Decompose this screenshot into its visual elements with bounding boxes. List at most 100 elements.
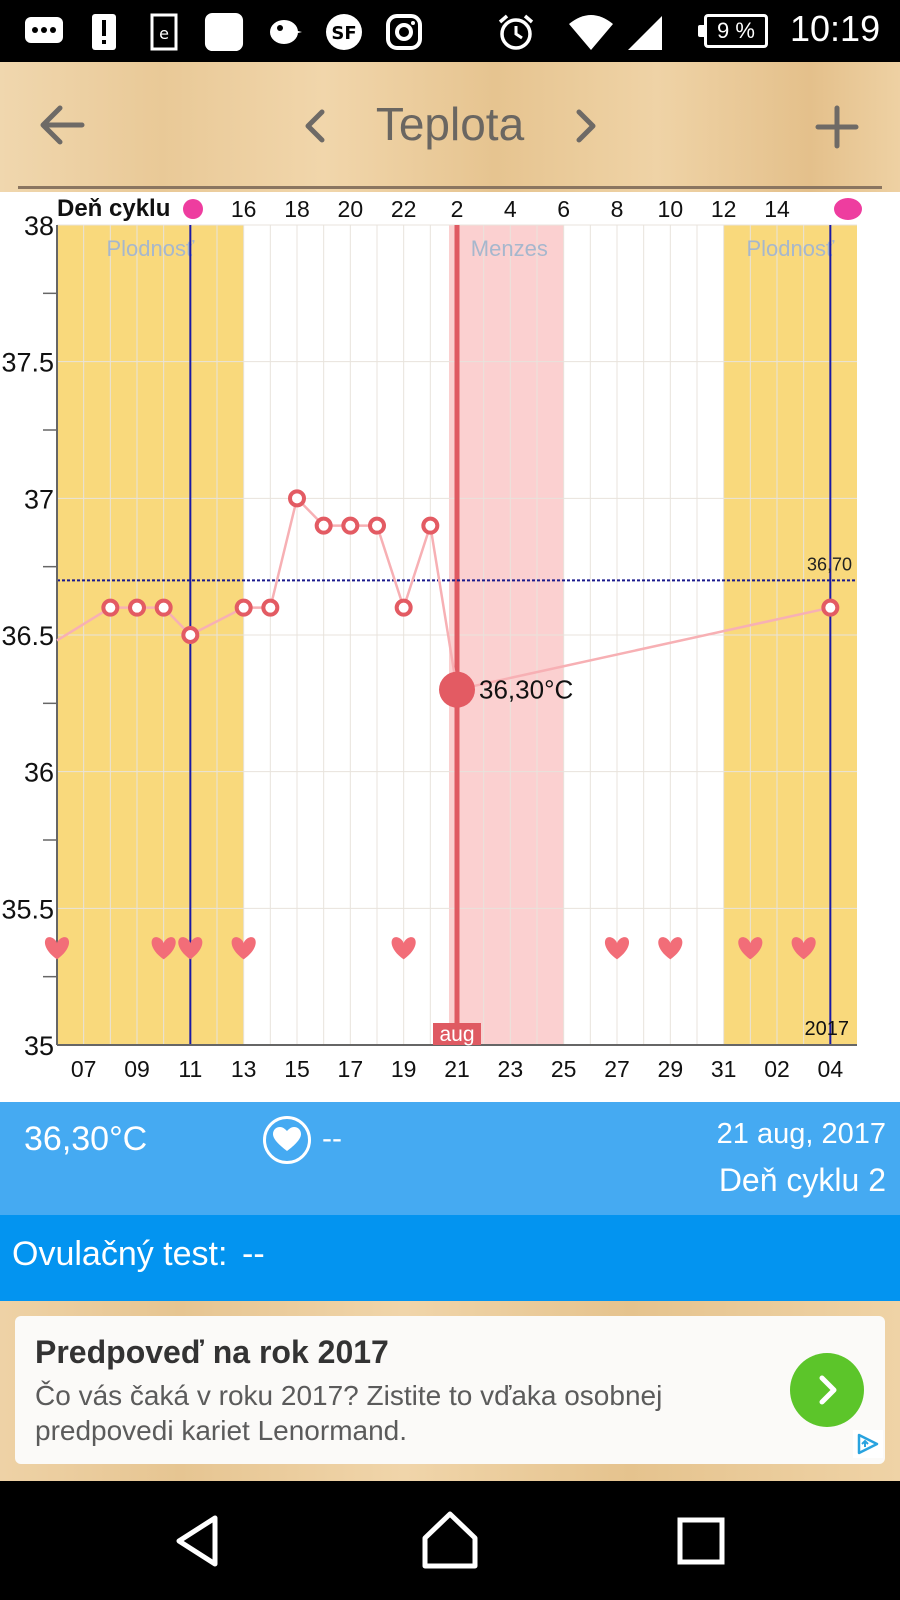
x-tick-label: 04	[818, 1056, 844, 1082]
year-label: 2017	[805, 1018, 850, 1040]
sf-icon: SF	[324, 12, 364, 52]
ovulation-test-row[interactable]: Ovulačný test: --	[0, 1215, 900, 1301]
cycle-tick-label: 10	[658, 196, 684, 222]
cycle-tick-label: 20	[338, 196, 364, 222]
nav-back-icon[interactable]	[165, 1506, 235, 1576]
ovulation-test-label: Ovulačný test:	[12, 1235, 228, 1273]
month-label-bg	[433, 1023, 481, 1045]
x-tick-label: 25	[551, 1056, 577, 1082]
band-label: Menzes	[471, 236, 548, 261]
heart-icon[interactable]	[263, 1116, 311, 1164]
temperature-point[interactable]	[368, 516, 386, 535]
temperature-point[interactable]	[341, 516, 360, 535]
system-nav-bar	[0, 1481, 900, 1600]
month-label: aug	[439, 1023, 474, 1046]
ad-area: Predpoveď na rok 2017 Čo vás čaká v roku…	[0, 1301, 900, 1481]
x-tick-label: 02	[764, 1056, 790, 1082]
ad-card[interactable]: Predpoveď na rok 2017 Čo vás čaká v roku…	[15, 1316, 885, 1464]
y-tick-label: 35.5	[1, 894, 54, 924]
x-tick-label: 29	[658, 1056, 684, 1082]
ovulation-test-value: --	[242, 1235, 265, 1273]
cycle-tick-label: 14	[764, 196, 790, 222]
svg-text:SF: SF	[331, 23, 356, 44]
clock: 10:19	[790, 8, 881, 49]
heart-icon	[178, 937, 203, 960]
coverline-label: 36,70	[807, 554, 852, 574]
heart-icon	[604, 937, 630, 960]
x-tick-label: 31	[711, 1056, 737, 1082]
temperature-point[interactable]	[181, 626, 200, 644]
selected-temperature-label: 36,30°C	[479, 675, 573, 705]
ebook-icon: e	[144, 12, 184, 52]
nav-recents-icon[interactable]	[666, 1506, 736, 1576]
cycle-tick-label: 8	[611, 196, 624, 222]
chevron-right-icon	[819, 1375, 837, 1405]
temperature-point[interactable]	[154, 598, 173, 617]
x-tick-label: 17	[338, 1056, 364, 1082]
wifi-icon	[566, 12, 616, 52]
cycle-tick-label: 16	[231, 196, 257, 222]
y-tick-label: 35	[24, 1031, 54, 1061]
selected-temperature: 36,30°C	[24, 1120, 148, 1158]
cycle-tick-label: 22	[391, 196, 417, 222]
chevron-right-icon[interactable]	[565, 102, 605, 150]
chevron-left-icon[interactable]	[296, 102, 336, 150]
cycle-tick-label: 18	[284, 196, 310, 222]
intercourse-value: --	[322, 1122, 342, 1155]
x-tick-label: 19	[391, 1056, 417, 1082]
alert-icon	[84, 12, 124, 52]
y-tick-label: 37	[24, 484, 54, 514]
temperature-point[interactable]	[128, 598, 146, 617]
instagram-icon	[384, 12, 424, 52]
heart-icon	[791, 937, 816, 960]
cycle-tick-label: 6	[557, 196, 570, 222]
x-tick-label: 09	[124, 1056, 150, 1082]
x-tick-label: 23	[498, 1056, 524, 1082]
temperature-point[interactable]	[821, 598, 840, 617]
selected-day-info: 36,30°C -- 21 aug, 2017 Deň cyklu 2	[0, 1102, 900, 1215]
app-toolbar: Teplota	[0, 62, 900, 192]
ad-open-button[interactable]	[790, 1353, 864, 1427]
plus-icon[interactable]	[812, 102, 862, 152]
temperature-point[interactable]	[261, 598, 280, 617]
y-tick-label: 36	[24, 758, 54, 788]
temperature-point[interactable]	[288, 489, 306, 508]
adchoices-icon[interactable]	[853, 1430, 883, 1458]
heart-icon	[738, 937, 763, 960]
y-tick-label: 37.5	[1, 348, 54, 378]
temperature-point[interactable]	[101, 598, 120, 617]
period-start-marker	[834, 198, 862, 220]
heart-icon	[391, 937, 416, 960]
x-tick-label: 21	[444, 1056, 470, 1082]
arrow-left-icon[interactable]	[36, 98, 90, 152]
temperature-chart[interactable]: Plodnosť Menzes Plodnosť 36,70 38 37.5 37 36.5 3…	[0, 192, 900, 1102]
temperature-point[interactable]	[421, 516, 440, 535]
ad-title[interactable]: Predpoveď na rok 2017	[35, 1334, 389, 1370]
x-tick-label: 11	[178, 1056, 202, 1082]
cycle-tick-label: 4	[504, 196, 517, 222]
temperature-point[interactable]	[234, 598, 253, 617]
temperature-point[interactable]	[314, 516, 333, 535]
selected-temperature-point[interactable]	[439, 671, 475, 708]
heart-icon	[151, 937, 176, 960]
ad-description[interactable]: Čo vás čaká v roku 2017? Zistite to vďak…	[35, 1380, 663, 1446]
alarm-icon	[496, 12, 536, 52]
temperature-point[interactable]	[394, 598, 413, 617]
heart-icon	[658, 937, 683, 960]
bird-icon	[264, 12, 304, 52]
band-label: Plodnosť	[106, 236, 195, 261]
signal-icon	[626, 12, 666, 52]
cycle-tick-label: 12	[711, 196, 737, 222]
cycle-row-label: Deň cyklu	[57, 195, 170, 222]
x-tick-label: 13	[231, 1056, 257, 1082]
x-tick-label: 07	[71, 1056, 97, 1082]
chart-canvas[interactable]: Plodnosť Menzes Plodnosť 36,70 38 37.5 37 36.5 3…	[0, 192, 900, 1102]
nav-home-icon[interactable]	[415, 1506, 485, 1576]
messages-icon	[24, 12, 64, 52]
heart-icon	[231, 937, 256, 960]
selected-date: 21 aug, 2017	[716, 1118, 886, 1150]
battery-icon: 9 %	[698, 14, 768, 48]
heart-icon	[44, 937, 70, 960]
status-bar: e SF 9 % 10:19	[0, 0, 900, 62]
